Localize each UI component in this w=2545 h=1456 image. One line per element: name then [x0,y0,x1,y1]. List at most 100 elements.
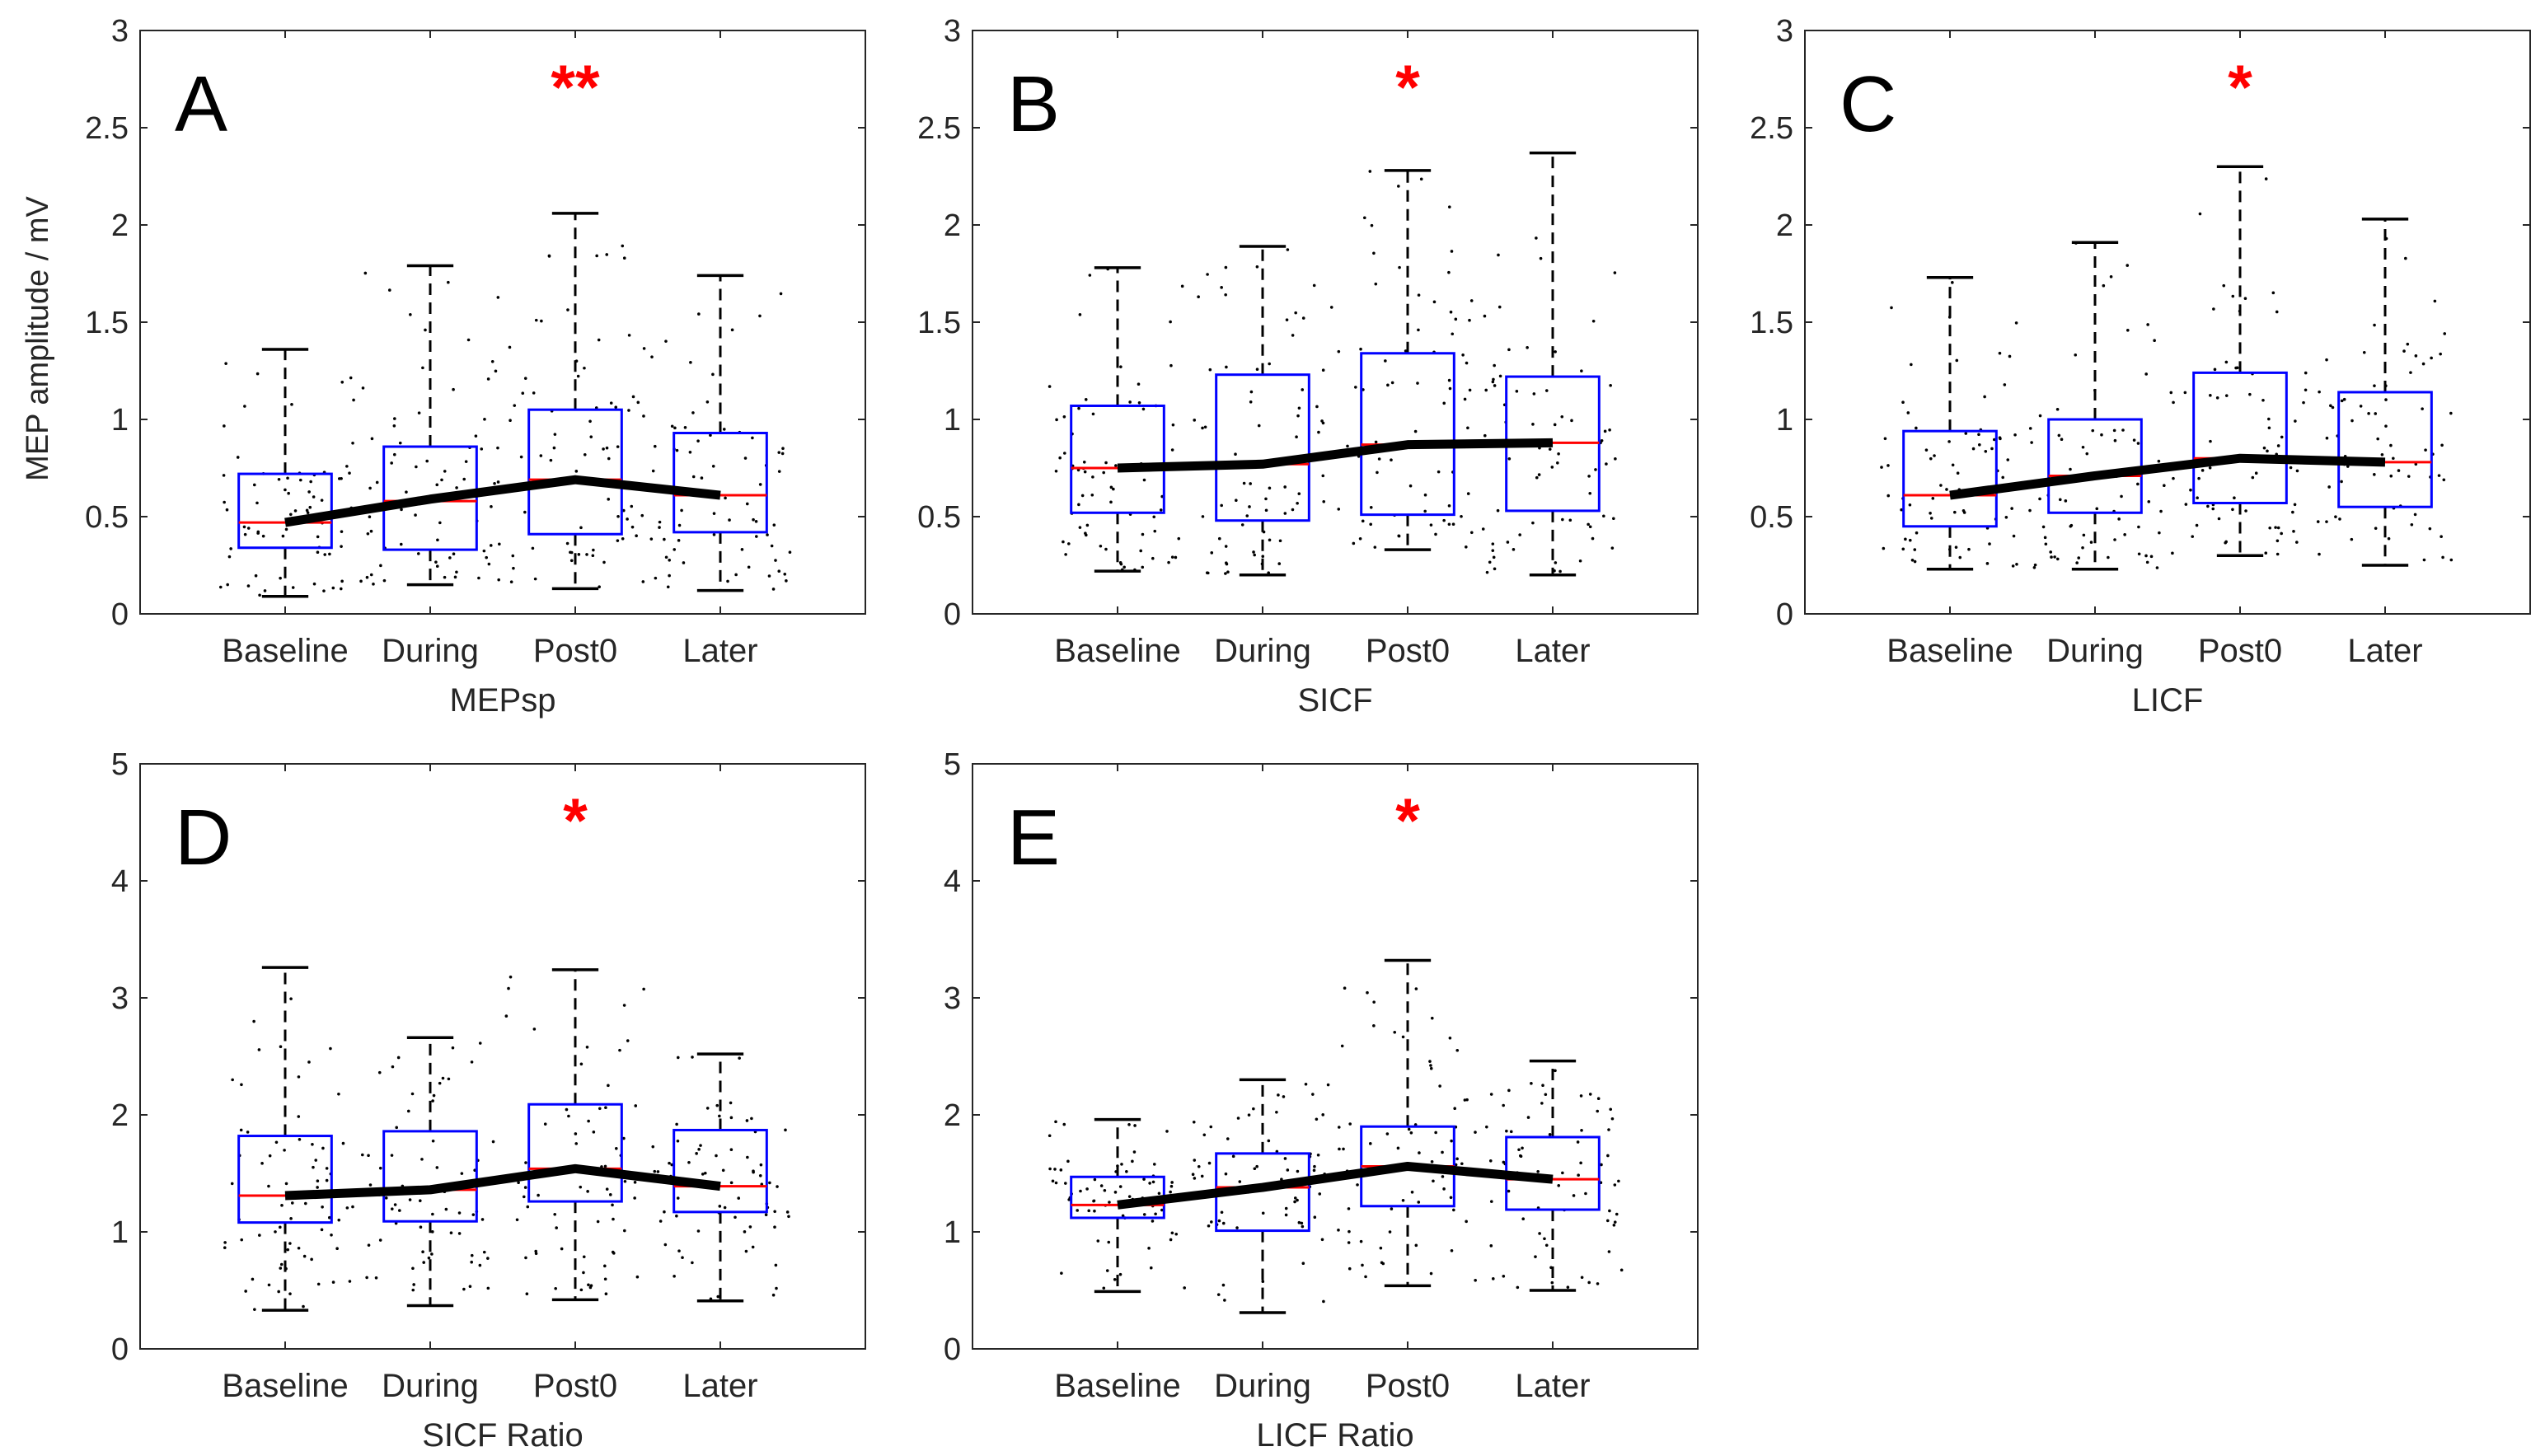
data-point [1359,347,1362,351]
data-point [288,1292,292,1295]
data-point [1910,559,1915,562]
data-point [2155,566,2159,569]
data-point [2183,391,2187,395]
data-point [1099,544,1103,548]
data-point [525,1292,529,1296]
data-point [716,1294,720,1299]
data-point [1428,1060,1432,1063]
data-point [1429,1271,1433,1276]
y-tick-label: 0.5 [917,500,961,535]
x-tick-label: During [1214,1368,1311,1404]
data-point [2091,428,2095,433]
data-point [1984,449,1988,453]
data-point [1152,515,1156,519]
data-point [2217,517,2221,521]
data-point [766,533,769,536]
data-point [1429,1066,1433,1070]
data-point [236,456,240,459]
data-point [1447,504,1451,508]
data-point [1465,361,1469,365]
data-point [406,1109,410,1113]
data-point [365,1276,368,1280]
data-point [375,480,379,485]
x-axis-label: SICF [1297,682,1372,719]
data-point [1384,359,1387,363]
data-point [1502,1103,1505,1107]
data-point [1085,523,1090,527]
data-point [2362,350,2366,354]
data-point [1481,527,1485,531]
data-point [447,280,450,284]
data-point [306,511,310,514]
data-point [1447,378,1451,382]
data-point [743,456,748,460]
data-point [1466,426,1469,430]
data-point [621,244,625,248]
data-point [2211,507,2215,511]
data-point [1131,1159,1134,1163]
data-point [1512,548,1516,551]
data-point [1393,1031,1397,1034]
data-point [1608,428,1611,432]
data-point [222,474,226,477]
data-point [712,533,716,536]
data-point [1253,553,1256,557]
data-point [696,439,700,442]
data-point [1432,1179,1435,1183]
data-point [1077,503,1080,507]
data-point [2402,349,2406,353]
data-point [2367,412,2370,415]
data-point [1318,1192,1322,1196]
data-point [229,547,232,550]
data-point [1171,423,1175,427]
y-tick-label: 2 [944,208,961,243]
data-point [496,446,499,450]
data-point [673,1275,676,1278]
data-point [1264,508,1268,513]
data-point [1180,284,1184,288]
data-point [737,1196,741,1200]
data-point [328,552,331,556]
x-tick-label: Post0 [1366,633,1450,669]
data-point [746,1155,749,1159]
data-point [627,334,631,337]
data-point [1882,546,1886,550]
data-point [569,559,574,563]
data-point [223,1246,227,1249]
data-point [695,1152,698,1155]
data-point [1588,525,1592,529]
data-point [2449,558,2454,562]
data-point [1356,1183,1359,1187]
data-point [274,1230,277,1234]
data-point [2030,441,2033,444]
data-point [664,339,668,343]
data-point [1235,1226,1239,1229]
data-point [553,433,557,436]
data-point [1441,1175,1445,1178]
data-point [1507,1088,1511,1093]
data-point [302,1304,305,1309]
data-points [1482,1069,1624,1290]
data-point [2032,565,2036,569]
data-point [1206,273,1209,276]
data-point [2304,388,2308,392]
data-point [1238,1180,1242,1183]
data-point [1466,492,1470,495]
data-point [754,520,758,523]
data-point [2231,294,2235,298]
data-point [1316,1153,1320,1157]
data-point [1321,474,1325,478]
data-point [1127,1195,1132,1198]
data-point [1449,1196,1453,1200]
iqr-box [382,445,478,551]
data-point [311,1143,314,1146]
data-point [1326,1083,1330,1087]
data-point [478,1263,482,1267]
data-point [2280,531,2283,536]
data-point [1967,547,1971,551]
data-point [2208,466,2212,470]
data-point [1485,1125,1488,1129]
data-point [430,1252,434,1256]
data-point [382,578,387,583]
data-point [1236,1117,1240,1120]
